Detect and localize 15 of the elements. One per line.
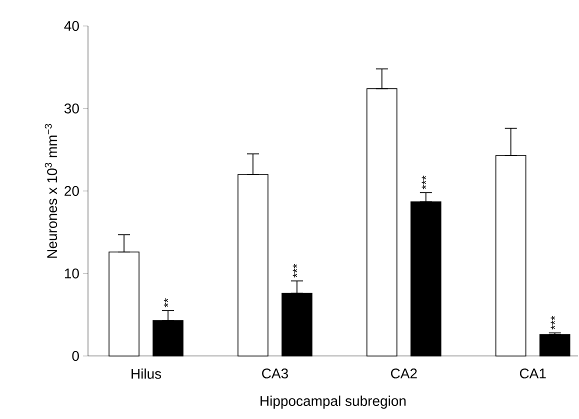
x-tick-label: Hilus: [132, 368, 162, 379]
annotation: ***: [422, 176, 426, 190]
y-tick-label: 20: [64, 186, 79, 196]
x-tick-label: CA3: [262, 368, 288, 378]
annotation: ***: [550, 316, 555, 330]
x-tick-label: CA2: [391, 368, 417, 378]
x-axis-title: Hippocampal subregion: [260, 396, 406, 409]
y-tick-label: 40: [64, 21, 79, 31]
annotation: ***: [292, 264, 298, 278]
y-tick-label: 10: [64, 268, 79, 278]
y-axis-title: Neurones x 10$^{3}$ mm$^{−3}$: [44, 124, 58, 258]
annotation: **: [164, 298, 168, 308]
y-tick-label: 30: [64, 104, 79, 114]
y-tick-label: 0: [72, 351, 79, 361]
x-tick-label: CA1: [520, 368, 546, 378]
